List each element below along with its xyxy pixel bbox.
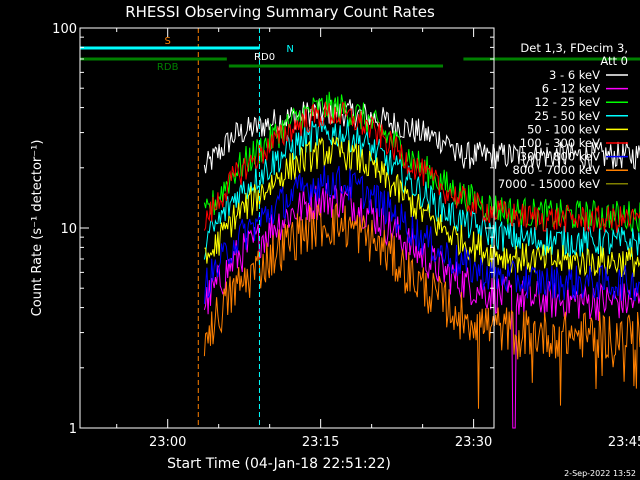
flag-label: RD0: [254, 52, 275, 63]
y-tick-label: 1: [69, 422, 77, 437]
legend-entry: 800 - 7000 keV: [512, 163, 600, 177]
x-tick-label: 23:00: [149, 435, 186, 450]
legend-entry: 50 - 100 keV: [527, 122, 600, 136]
flag-label: N: [286, 44, 293, 55]
legend-entry: 7000 - 15000 keV: [498, 177, 600, 191]
legend-entry: 6 - 12 keV: [542, 82, 600, 96]
series-line-300-800-kev: [203, 165, 640, 305]
legend-entry: 100 - 300 keV: [520, 136, 600, 150]
legend-entry: 12 - 25 keV: [534, 95, 600, 109]
flag-label: S: [165, 36, 171, 47]
series-line-6-12-kev: [203, 183, 640, 429]
flags-layer: S N RD0 RDB: [80, 36, 640, 73]
x-tick-label: 23:30: [455, 435, 492, 450]
series-layer: [203, 91, 640, 429]
y-axis-label: Count Rate (s⁻¹ detector⁻¹): [30, 140, 45, 317]
legend-header: Att 0: [600, 54, 628, 68]
legend-header: Det 1,3, FDecim 3,: [520, 41, 628, 55]
chart-title: RHESSI Observing Summary Count Rates: [125, 3, 435, 21]
x-axis-label: Start Time (04-Jan-18 22:51:22): [167, 456, 391, 472]
series-line-100-300-kev: [203, 101, 640, 233]
legend-entry: 300 - 800 keV: [520, 150, 600, 164]
ticks-layer: 11010023:0023:1523:3023:4500:0000:1500:3…: [52, 22, 640, 450]
y-tick-label: 100: [52, 22, 77, 37]
flag-label: RDB: [157, 62, 179, 73]
legend-entry: 3 - 6 keV: [549, 68, 600, 82]
footer-date: 2-Sep-2022 13:52: [564, 469, 636, 478]
x-tick-label: 23:15: [302, 435, 339, 450]
legend-entry: 25 - 50 keV: [534, 109, 600, 123]
y-tick-label: 10: [60, 222, 77, 237]
x-tick-label: 23:45: [608, 435, 640, 450]
series-line-50-100-kev: [204, 136, 640, 278]
series-line-25-50-kev: [203, 117, 640, 260]
series-line-800-7000-kev: [203, 203, 640, 409]
